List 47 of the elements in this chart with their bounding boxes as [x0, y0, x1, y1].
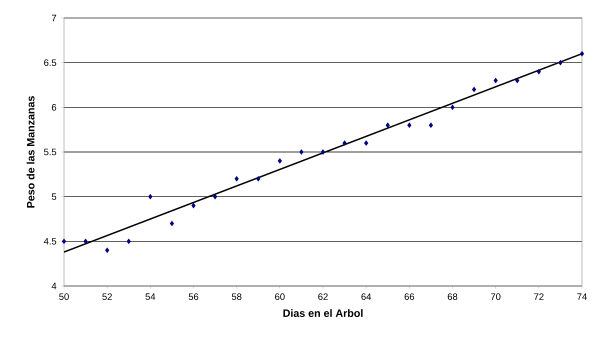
point: [580, 51, 584, 56]
point: [105, 248, 110, 253]
x-tick-label: 50: [59, 293, 69, 300]
x-tick-label: 54: [146, 293, 156, 300]
y-tick-label: 6.5: [44, 59, 56, 66]
y-tick-label: 4: [52, 282, 56, 290]
x-tick-label: 66: [404, 293, 414, 300]
point: [428, 122, 433, 128]
point: [278, 158, 282, 164]
point: [450, 104, 455, 110]
point: [126, 238, 131, 244]
y-tick-label: 6: [52, 104, 56, 111]
point: [148, 194, 152, 200]
point: [472, 86, 476, 92]
x-axis-title: Dias en el Arbol: [283, 309, 363, 317]
x-tick-label: 60: [275, 293, 285, 300]
y-tick-label: 5: [52, 193, 56, 200]
point: [170, 220, 174, 226]
point: [515, 78, 520, 84]
point: [256, 176, 260, 182]
point: [84, 238, 88, 244]
point: [234, 176, 239, 182]
y-tick-label: 5.5: [44, 148, 56, 156]
point: [191, 202, 196, 208]
x-tick-label: 74: [577, 293, 587, 300]
point: [407, 122, 412, 128]
x-tick-label: 64: [361, 293, 372, 300]
point: [364, 140, 368, 146]
point: [558, 60, 562, 66]
point: [386, 122, 390, 128]
y-axis-title: Peso de las Manzanas: [26, 96, 34, 208]
y-tick-label: 4.5: [44, 238, 56, 245]
point: [320, 149, 326, 155]
x-tick-label: 72: [534, 293, 544, 300]
point: [494, 78, 498, 84]
x-tick-label: 70: [490, 293, 500, 300]
point: [342, 140, 347, 146]
x-tick-label: 62: [318, 293, 328, 300]
y-tick-label: 7: [52, 14, 56, 22]
point: [299, 149, 304, 155]
point: [536, 68, 541, 74]
point: [213, 194, 218, 200]
x-tick-label: 68: [448, 293, 458, 300]
x-tick-label: 52: [102, 293, 112, 300]
x-tick-label: 56: [188, 293, 198, 300]
x-tick-label: 58: [232, 293, 242, 300]
point: [62, 238, 66, 244]
